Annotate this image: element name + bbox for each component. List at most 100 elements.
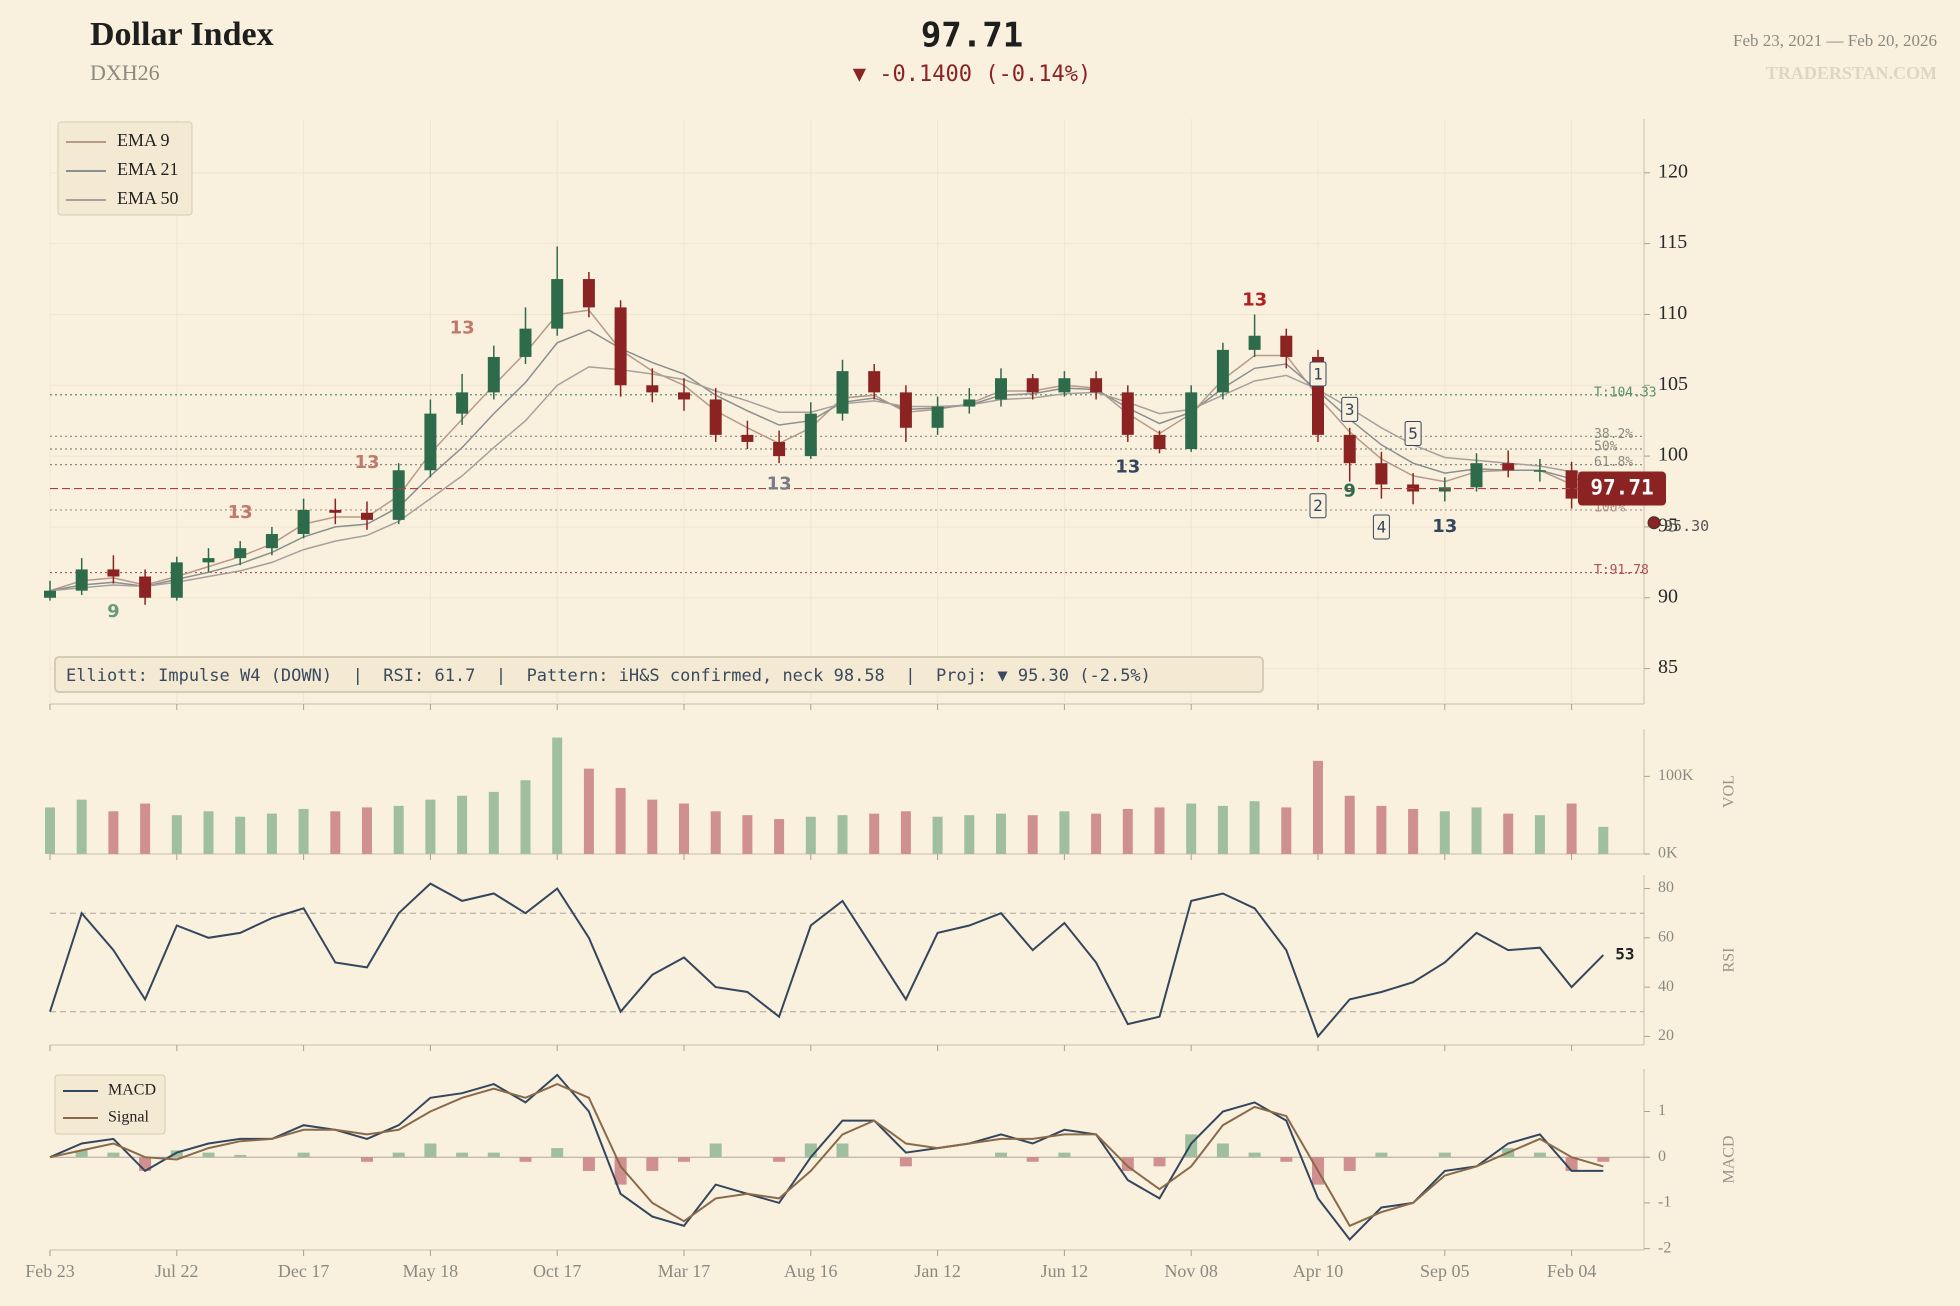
ema-line xyxy=(49,309,1604,592)
candle-body xyxy=(1185,392,1198,450)
legend-label: Signal xyxy=(108,1109,149,1126)
histogram-bar xyxy=(646,1157,659,1171)
level-label: 61.8% xyxy=(1594,455,1633,470)
volume-bar xyxy=(1534,815,1545,854)
volume-bar xyxy=(1281,807,1292,854)
volume-bar xyxy=(1439,811,1450,854)
x-tick-label: May 18 xyxy=(403,1261,459,1281)
volume-bar xyxy=(298,808,309,854)
level-label: 38.2% xyxy=(1594,427,1633,442)
volume-bar xyxy=(1122,808,1133,854)
histogram-bar xyxy=(582,1157,595,1171)
volume-bar xyxy=(1344,795,1355,854)
volume-bar xyxy=(140,803,151,854)
volume-bar xyxy=(1059,811,1070,854)
candle-body xyxy=(139,576,152,598)
projection-label: 95.30 xyxy=(1664,517,1709,535)
volume-bar xyxy=(679,803,689,854)
td-label: 13 xyxy=(767,473,792,494)
candle-body xyxy=(551,279,564,329)
candle-body xyxy=(361,512,373,520)
histogram-bar xyxy=(392,1152,405,1158)
candle-body xyxy=(234,548,247,559)
symbol: DXH26 xyxy=(90,60,160,85)
x-tick-label: Dec 17 xyxy=(278,1261,329,1281)
wave-box xyxy=(1372,514,1390,540)
volume-bar xyxy=(837,815,848,854)
histogram-bar xyxy=(361,1157,373,1162)
title: Dollar Index xyxy=(90,16,274,53)
candle-body xyxy=(1533,470,1546,472)
volume-bar xyxy=(805,816,816,854)
wave-label: 5 xyxy=(1408,424,1418,443)
candle-body xyxy=(1090,378,1103,393)
volume-bar xyxy=(203,811,214,854)
candle-body xyxy=(265,534,278,549)
candle-body xyxy=(963,399,976,407)
candle-body xyxy=(329,509,342,513)
volume-bar xyxy=(425,799,436,854)
y-tick-label: 40 xyxy=(1658,978,1674,995)
x-tick-label: Sep 05 xyxy=(1420,1261,1470,1281)
volume-bar xyxy=(964,815,975,854)
candle-body xyxy=(1280,335,1293,357)
projection-dot xyxy=(1647,516,1661,530)
volume-bar xyxy=(520,780,531,854)
volume-bar xyxy=(108,811,119,854)
y-tick-label: 60 xyxy=(1658,928,1674,945)
x-tick-label: Jan 12 xyxy=(914,1261,961,1281)
candle-body xyxy=(678,392,690,400)
volume-bar xyxy=(869,813,880,854)
histogram-bar xyxy=(107,1152,120,1158)
y-tick-label: 115 xyxy=(1658,231,1687,253)
annotation-box xyxy=(54,656,1264,693)
volume-bar xyxy=(932,816,943,854)
volume-bar xyxy=(742,815,753,854)
volume-bar xyxy=(710,811,721,854)
y-tick-label: -1 xyxy=(1658,1194,1671,1211)
histogram-bar xyxy=(487,1152,500,1158)
wave-box xyxy=(1309,361,1327,387)
candle-body xyxy=(995,378,1007,400)
histogram-bar xyxy=(519,1157,532,1162)
legend-label: EMA 9 xyxy=(117,130,170,150)
candle-body xyxy=(1502,463,1515,471)
candle-body xyxy=(424,413,437,471)
x-tick-label: Jul 22 xyxy=(155,1261,199,1281)
histogram-bar xyxy=(1597,1157,1610,1162)
histogram-bar xyxy=(773,1157,786,1162)
histogram-bar xyxy=(836,1143,849,1158)
axis-label: MACD xyxy=(1721,1135,1738,1183)
volume-bar xyxy=(1186,803,1197,854)
volume-bar xyxy=(1249,801,1260,854)
candle-body xyxy=(1438,487,1451,492)
td-label: 9 xyxy=(1343,481,1356,502)
y-tick-label: 1 xyxy=(1658,1102,1666,1119)
candle-body xyxy=(1058,378,1071,393)
td-label: 13 xyxy=(450,318,475,339)
y-tick-label: 20 xyxy=(1658,1027,1674,1044)
macd-line xyxy=(49,1073,1604,1242)
histogram-bar xyxy=(1058,1152,1071,1158)
candle-body xyxy=(487,356,500,393)
histogram-bar xyxy=(1248,1152,1261,1158)
volume-bar xyxy=(393,805,404,854)
histogram-bar xyxy=(1438,1152,1451,1158)
level-label: T:91.78 xyxy=(1594,563,1649,578)
histogram-bar xyxy=(1153,1157,1166,1167)
histogram-bar xyxy=(995,1152,1007,1158)
candle-body xyxy=(44,590,56,598)
ema-line xyxy=(49,366,1604,592)
histogram-bar xyxy=(1343,1157,1356,1171)
candle-body xyxy=(392,470,405,520)
y-tick-label: -2 xyxy=(1658,1239,1671,1256)
histogram-bar xyxy=(804,1143,817,1158)
candle-body xyxy=(75,569,88,591)
legend-box xyxy=(54,1074,166,1135)
volume-bar xyxy=(457,795,468,854)
wave-label: 2 xyxy=(1313,496,1323,515)
wave-label: 1 xyxy=(1313,364,1323,383)
candle-body xyxy=(741,434,754,442)
